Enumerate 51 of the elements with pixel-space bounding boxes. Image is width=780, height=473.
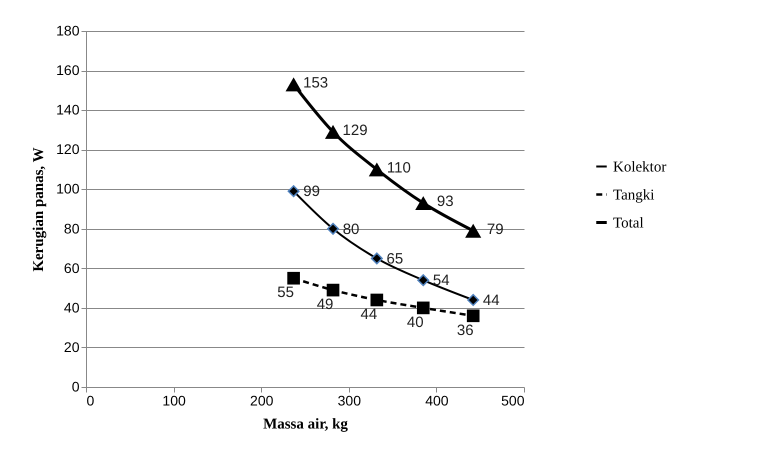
- data-label: 55: [277, 284, 294, 302]
- legend-label: Kolektor: [613, 160, 666, 176]
- point: [288, 185, 300, 198]
- y-tick-label: 80: [64, 220, 80, 236]
- x-tick-label: 500: [501, 392, 525, 408]
- x-tick-label: 100: [162, 392, 186, 408]
- point: [416, 302, 430, 314]
- data-label: 44: [482, 292, 500, 309]
- data-label: 80: [342, 220, 360, 238]
- data-label: 79: [486, 220, 504, 238]
- point: [324, 124, 342, 139]
- x-axis-title: Massa air, kg: [263, 416, 348, 432]
- x-tick-label: 200: [250, 392, 274, 408]
- data-label: 40: [406, 314, 424, 331]
- point: [327, 222, 340, 235]
- data-label: 44: [360, 306, 378, 323]
- x-tick-label: 400: [425, 392, 449, 408]
- data-label: 110: [386, 159, 411, 176]
- data-label: 129: [342, 122, 368, 139]
- point: [417, 274, 430, 286]
- x-tick-label: 0: [86, 392, 94, 408]
- y-tick-label: 20: [64, 338, 80, 355]
- point: [287, 272, 300, 285]
- legend-label: Tangki: [613, 188, 654, 204]
- point: [466, 309, 480, 322]
- y-tick-label: 0: [72, 378, 80, 394]
- y-tick-label: 40: [64, 299, 80, 316]
- y-tick-label: 140: [56, 102, 80, 118]
- point: [370, 252, 383, 264]
- point: [415, 196, 432, 210]
- y-tick-label: 120: [56, 141, 80, 158]
- y-tick-label: 100: [56, 180, 80, 197]
- x-tick-label: 300: [338, 392, 362, 408]
- y-axis-title: Kerugian panas, W: [31, 147, 48, 272]
- data-label: 99: [303, 183, 320, 200]
- y-tick-label: 180: [56, 22, 80, 38]
- point: [286, 77, 302, 92]
- data-label: 65: [386, 250, 404, 268]
- point: [326, 284, 340, 296]
- data-label: 153: [303, 74, 328, 92]
- data-label: 36: [456, 322, 474, 339]
- point: [368, 162, 385, 176]
- point: [465, 224, 482, 238]
- point: [370, 294, 384, 306]
- data-label: 54: [432, 272, 450, 290]
- point: [467, 294, 480, 306]
- y-tick-label: 60: [64, 260, 80, 276]
- y-tick-label: 160: [56, 62, 80, 78]
- legend-label: Total: [613, 216, 644, 232]
- data-label: 49: [316, 296, 334, 314]
- data-label: 93: [436, 193, 454, 210]
